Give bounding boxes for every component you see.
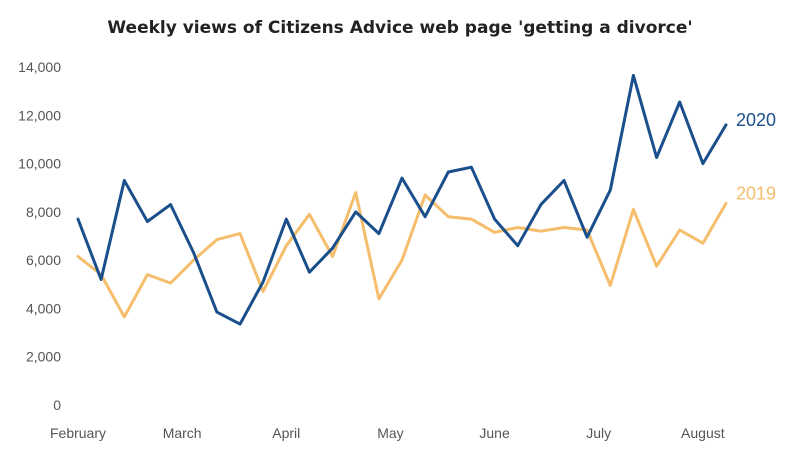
series-line-2020 <box>76 73 728 326</box>
x-tick-label: May <box>377 425 403 441</box>
y-tick-label: 6,000 <box>26 252 61 268</box>
y-tick-label: 12,000 <box>18 107 61 123</box>
y-tick-label: 0 <box>53 397 61 413</box>
x-tick-label: August <box>681 425 725 441</box>
x-tick-label: February <box>50 425 106 441</box>
y-tick-label: 8,000 <box>26 204 61 220</box>
y-tick-label: 10,000 <box>18 156 61 172</box>
x-tick-label: July <box>586 425 611 441</box>
x-tick-label: April <box>272 425 300 441</box>
x-tick-label: June <box>479 425 510 441</box>
y-tick-label: 14,000 <box>18 59 61 75</box>
series-label-2020: 2020 <box>736 110 776 130</box>
y-tick-label: 2,000 <box>26 349 61 365</box>
series-label-2019: 2019 <box>736 183 776 203</box>
y-tick-label: 4,000 <box>26 300 61 316</box>
chart-title: Weekly views of Citizens Advice web page… <box>107 18 693 38</box>
x-tick-label: March <box>163 425 202 441</box>
